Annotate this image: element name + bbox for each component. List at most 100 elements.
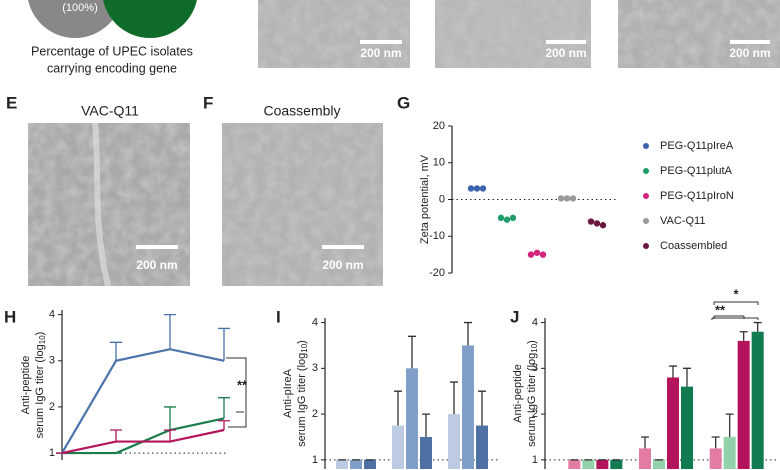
bracket	[711, 317, 759, 320]
panel-letter: G	[397, 93, 410, 112]
venn-circle	[103, 0, 197, 38]
y-axis-label: Anti-pIreA	[282, 368, 294, 418]
y-axis-label: Zeta potential, mV	[419, 154, 431, 244]
error-bar	[164, 313, 176, 350]
y-tick-label: 3	[312, 362, 318, 374]
line	[61, 428, 225, 455]
significance: **	[237, 377, 248, 392]
legend-label: PEG-Q11pIroN	[660, 190, 734, 202]
error-bar	[422, 413, 430, 437]
bar	[350, 459, 362, 469]
dot	[593, 220, 601, 227]
dot	[509, 214, 517, 222]
bar	[639, 448, 651, 469]
bar	[476, 425, 488, 469]
error-bar	[110, 341, 122, 361]
legend-label: PEG-Q11pIreA	[660, 140, 734, 152]
dot	[563, 195, 571, 202]
bracket	[700, 314, 716, 316]
error-bar	[739, 331, 748, 341]
y-axis-label: serum IgG titer (log10)	[34, 332, 47, 439]
legend-label: Coassembled	[660, 240, 727, 252]
y-axis-label-part: )	[34, 332, 46, 336]
y-tick-label: 4	[312, 316, 318, 328]
dot	[473, 185, 481, 192]
scale-label: 200 nm	[360, 46, 401, 60]
error-bar	[164, 406, 176, 430]
caption: carrying encoding gene	[47, 61, 177, 75]
legend-label: PEG-Q11plutA	[660, 165, 733, 177]
panel-title: VAC-Q11	[81, 103, 139, 119]
legend-swatch	[643, 243, 649, 249]
micrograph: 200 nm	[222, 123, 383, 286]
micrograph: 200 nm	[258, 0, 410, 68]
dot	[587, 218, 595, 225]
caption: Percentage of UPEC isolates	[31, 44, 193, 58]
dot	[569, 195, 577, 202]
bar	[596, 459, 609, 469]
dot	[533, 249, 541, 256]
y-axis-label: serum IgG titer (log10)	[526, 340, 539, 447]
bracket	[226, 357, 247, 428]
venn-circle	[28, 0, 122, 38]
y-tick-label: 2	[532, 408, 538, 420]
error-bar	[218, 397, 230, 419]
y-axis-label-part: )	[296, 340, 308, 344]
legend-label: VAC-Q11	[660, 215, 705, 227]
dot	[599, 222, 607, 229]
panel-letter: I	[276, 307, 281, 326]
bar	[610, 459, 623, 469]
error-bar	[218, 327, 230, 361]
dot	[467, 185, 475, 192]
y-axis-label-part: serum IgG titer (log	[526, 353, 538, 447]
bar	[751, 331, 764, 469]
panel-letter: E	[6, 93, 17, 112]
y-tick-label: -10	[429, 230, 445, 242]
micrograph: 200 nm	[618, 0, 780, 68]
bar	[709, 448, 722, 469]
y-tick-label: 2	[312, 408, 318, 420]
y-tick-label: 3	[49, 355, 55, 367]
y-tick-label: 10	[433, 157, 445, 169]
y-tick-label: 3	[532, 362, 538, 374]
y-axis-label-sub: 10	[300, 343, 309, 352]
error-bar	[464, 321, 472, 346]
bar	[336, 459, 348, 469]
y-axis-label-part: serum IgG titer (log	[34, 344, 46, 438]
bar	[582, 459, 595, 469]
bar	[462, 345, 474, 469]
dot	[479, 185, 487, 192]
bar	[406, 368, 418, 469]
scale-label: 200 nm	[545, 46, 586, 60]
dot	[557, 195, 565, 202]
scale-label: 200 nm	[322, 258, 363, 272]
legend-swatch	[643, 193, 649, 199]
bar	[448, 414, 460, 469]
dot	[539, 251, 547, 258]
bar	[737, 340, 750, 469]
error-bar	[110, 429, 122, 442]
venn-label: (100%)	[62, 2, 97, 14]
dot	[497, 214, 505, 222]
bar	[653, 459, 665, 469]
line	[61, 348, 225, 454]
legend-swatch	[643, 168, 649, 174]
bar	[568, 459, 581, 469]
dot	[527, 251, 535, 258]
scale-label: 200 nm	[729, 46, 770, 60]
panel-letter: J	[510, 307, 519, 326]
panel-letter: F	[203, 93, 213, 112]
legend-swatch	[643, 143, 649, 149]
bar	[392, 425, 404, 469]
error-bar	[669, 365, 677, 378]
y-tick-label: 2	[49, 401, 55, 413]
y-tick-label: 4	[532, 316, 538, 328]
y-tick-label: 1	[532, 454, 538, 466]
micrograph: 200 nm	[28, 122, 190, 287]
error-bar	[478, 390, 486, 426]
y-tick-label: -20	[429, 267, 445, 279]
error-bar	[683, 367, 691, 387]
significance: **	[715, 302, 726, 317]
bar	[681, 386, 693, 469]
